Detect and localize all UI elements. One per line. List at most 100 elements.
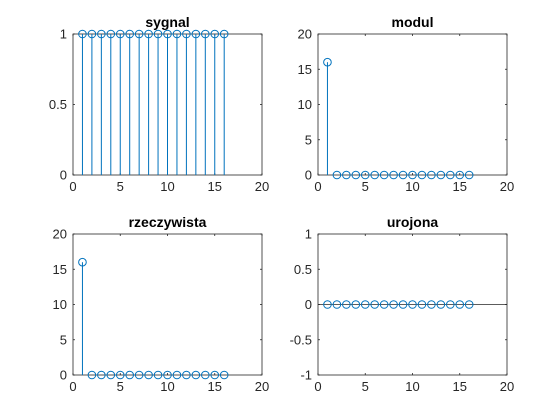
ytick-label-rzeczywista-4: 20 — [53, 227, 67, 242]
xtick-label-rzeczywista-3: 15 — [208, 379, 222, 394]
stem-marker-sygnal-6 — [134, 29, 144, 39]
title-modul: modul — [392, 14, 434, 30]
stem-marker-modul-3 — [351, 170, 361, 180]
stem-marker-rzeczywista-2 — [97, 370, 106, 380]
xtick-label-modul-0: 0 — [314, 179, 321, 194]
stem-marker-urojona-6 — [379, 300, 389, 309]
stem-marker-sygnal-3 — [106, 29, 116, 39]
ytick-label-modul-4: 20 — [298, 27, 312, 42]
stem-marker-sygnal-15 — [219, 29, 229, 39]
marks-sygnal: 0 5 10 15 20 0 0.5 1 — [49, 27, 269, 195]
stem-marker-urojona-8 — [398, 300, 408, 309]
stem-marker-sygnal-4 — [115, 29, 125, 39]
xtick-label-rzeczywista-0: 0 — [69, 379, 76, 394]
xtick-label-sygnal-3: 15 — [208, 179, 222, 194]
xtick-label-sygnal-1: 5 — [117, 179, 124, 194]
xtick-label-rzeczywista-2: 10 — [160, 379, 174, 394]
title-urojona: urojona — [387, 214, 439, 230]
stem-marker-urojona-9 — [408, 300, 417, 309]
stem-marker-urojona-3 — [351, 300, 361, 309]
stem-marker-sygnal-2 — [97, 29, 106, 39]
stem-marker-modul-6 — [379, 170, 389, 180]
xtick-label-urojona-0: 0 — [314, 379, 321, 394]
xtick-label-rzeczywista-1: 5 — [117, 379, 124, 394]
stem-marker-urojona-5 — [370, 300, 380, 309]
stem-marker-modul-4 — [360, 170, 370, 180]
stem-marker-modul-13 — [446, 170, 455, 180]
stem-marker-sygnal-9 — [163, 29, 172, 39]
ytick-label-modul-3: 15 — [298, 62, 312, 77]
stem-marker-urojona-11 — [427, 300, 436, 309]
stem-marker-modul-5 — [370, 170, 380, 180]
ytick-label-urojona-4: 1 — [305, 227, 312, 242]
stem-marker-rzeczywista-14 — [210, 370, 220, 380]
xtick-label-modul-4: 20 — [500, 179, 514, 194]
xtick-label-urojona-1: 5 — [362, 379, 369, 394]
stem-marker-sygnal-14 — [210, 29, 220, 39]
xtick-label-urojona-4: 20 — [500, 379, 514, 394]
subplot-rzeczywista: rzeczywista 0 5 10 15 20 0 5 10 15 20 — [53, 214, 270, 394]
ytick-label-modul-2: 10 — [298, 97, 312, 112]
stem-marker-sygnal-8 — [153, 29, 163, 39]
stem-marker-sygnal-13 — [201, 29, 210, 39]
stem-marker-urojona-15 — [464, 300, 474, 309]
xtick-label-modul-1: 5 — [362, 179, 369, 194]
stem-marker-modul-1 — [332, 170, 342, 180]
stem-marker-urojona-0 — [323, 300, 332, 309]
ytick-label-urojona-0: -1 — [300, 368, 312, 383]
stem-marker-modul-10 — [417, 170, 427, 180]
marks-modul: 0 5 10 15 20 0 5 10 15 20 — [298, 27, 515, 195]
stem-marker-sygnal-5 — [125, 29, 134, 39]
xtick-label-sygnal-0: 0 — [69, 179, 76, 194]
xtick-label-urojona-3: 15 — [453, 379, 467, 394]
stem-marker-rzeczywista-1 — [87, 370, 97, 380]
stem-marker-modul-8 — [398, 170, 408, 180]
stem-marker-urojona-2 — [342, 300, 351, 309]
subplot-modul: modul 0 5 10 15 20 0 5 10 15 20 — [298, 14, 515, 194]
stem-marker-urojona-14 — [455, 300, 465, 309]
xtick-label-rzeczywista-4: 20 — [255, 379, 269, 394]
stem-marker-sygnal-7 — [144, 29, 153, 39]
xtick-label-sygnal-4: 20 — [255, 179, 269, 194]
stem-marker-rzeczywista-8 — [153, 370, 163, 380]
stem-marker-sygnal-12 — [191, 29, 201, 39]
stem-marker-modul-9 — [408, 170, 417, 180]
ytick-label-modul-1: 5 — [305, 132, 312, 147]
title-sygnal: sygnal — [145, 14, 189, 30]
stem-marker-urojona-7 — [389, 300, 398, 309]
stem-marker-sygnal-0 — [78, 29, 87, 39]
stem-marker-rzeczywista-0 — [78, 257, 87, 267]
subplot-urojona: urojona 0 5 10 15 20 -1 -0.5 0 0.5 1 — [290, 214, 515, 394]
ytick-label-urojona-1: -0.5 — [290, 332, 312, 347]
stem-marker-urojona-12 — [436, 300, 446, 309]
ytick-label-rzeczywista-3: 15 — [53, 262, 67, 277]
stem-marker-modul-0 — [323, 57, 332, 67]
stem-marker-rzeczywista-15 — [219, 370, 229, 380]
axes-box-rzeczywista — [72, 233, 263, 376]
xtick-label-sygnal-2: 10 — [160, 179, 174, 194]
xtick-label-modul-3: 15 — [453, 179, 467, 194]
marks-urojona: 0 5 10 15 20 -1 -0.5 0 0.5 1 — [290, 227, 515, 395]
stem-marker-rzeczywista-12 — [191, 370, 201, 380]
stem-marker-modul-2 — [342, 170, 351, 180]
xtick-label-modul-2: 10 — [405, 179, 419, 194]
stem-marker-modul-15 — [464, 170, 474, 180]
stem-marker-modul-14 — [455, 170, 465, 180]
stem-marker-sygnal-11 — [182, 29, 191, 39]
stem-marker-sygnal-10 — [172, 29, 182, 39]
stem-marker-urojona-1 — [332, 300, 342, 309]
stem-marker-urojona-4 — [360, 300, 370, 309]
title-rzeczywista: rzeczywista — [129, 214, 207, 230]
ytick-label-modul-0: 0 — [305, 168, 312, 183]
subplot-sygnal: sygnal 0 5 10 15 20 0 0.5 1 — [49, 14, 269, 194]
stem-marker-urojona-13 — [446, 300, 455, 309]
ytick-label-rzeczywista-1: 5 — [60, 332, 67, 347]
xtick-label-urojona-2: 10 — [405, 379, 419, 394]
marks-rzeczywista: 0 5 10 15 20 0 5 10 15 20 — [53, 227, 270, 395]
stem-marker-rzeczywista-3 — [106, 370, 116, 380]
stem-marker-rzeczywista-9 — [163, 370, 172, 380]
ytick-label-sygnal-1: 0.5 — [49, 97, 67, 112]
stem-marker-rzeczywista-13 — [201, 370, 210, 380]
ytick-label-urojona-2: 0 — [305, 297, 312, 312]
